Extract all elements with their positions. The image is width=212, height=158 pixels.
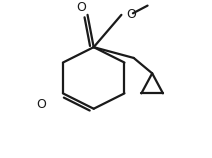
Text: O: O — [77, 1, 86, 14]
Text: O: O — [126, 8, 136, 21]
Text: O: O — [36, 98, 46, 111]
